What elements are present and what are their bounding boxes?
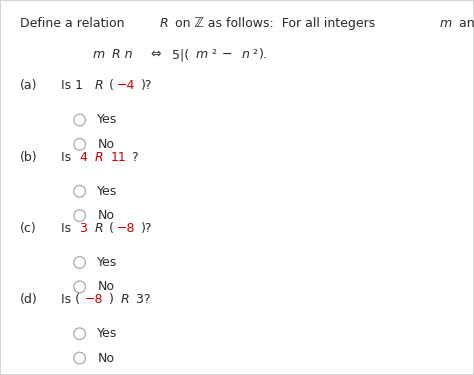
Text: ⇔: ⇔ (150, 48, 161, 61)
Text: R: R (94, 150, 103, 164)
Text: R: R (94, 79, 103, 92)
Text: −: − (218, 48, 237, 61)
Text: (: ( (105, 79, 114, 92)
Text: 5|(: 5|( (164, 48, 189, 61)
Text: Is: Is (61, 150, 75, 164)
Text: Is (: Is ( (61, 293, 80, 306)
Text: R n: R n (108, 48, 141, 61)
Text: No: No (97, 138, 114, 151)
Text: m: m (196, 48, 208, 61)
Text: −8: −8 (117, 222, 135, 235)
Text: )?: )? (140, 79, 152, 92)
Text: R: R (120, 293, 129, 306)
Text: ²: ² (211, 48, 217, 61)
Text: and: and (456, 17, 474, 30)
Text: n: n (242, 48, 250, 61)
Text: 11: 11 (110, 150, 126, 164)
Text: No: No (97, 352, 114, 364)
Text: m: m (440, 17, 452, 30)
Text: (: ( (105, 222, 114, 235)
Text: )?: )? (141, 222, 152, 235)
Text: 3: 3 (79, 222, 87, 235)
Text: ).: ). (258, 48, 267, 61)
Text: Is 1: Is 1 (61, 79, 87, 92)
Text: 4: 4 (79, 150, 87, 164)
Text: (a): (a) (20, 79, 37, 92)
Text: Define a relation: Define a relation (20, 17, 128, 30)
Text: (b): (b) (20, 150, 37, 164)
Text: Yes: Yes (97, 327, 118, 340)
Text: −4: −4 (117, 79, 135, 92)
Text: Yes: Yes (97, 256, 118, 269)
Text: Yes: Yes (97, 114, 118, 126)
Text: ²: ² (252, 48, 257, 61)
Text: on ℤ as follows:  For all integers: on ℤ as follows: For all integers (171, 17, 379, 30)
Text: R: R (160, 17, 169, 30)
Text: (d): (d) (20, 293, 37, 306)
Text: (c): (c) (20, 222, 36, 235)
Text: Is: Is (61, 222, 75, 235)
Text: No: No (97, 280, 114, 293)
Text: −8: −8 (85, 293, 104, 306)
Text: R: R (94, 222, 103, 235)
Text: ): ) (109, 293, 118, 306)
Text: m: m (92, 48, 105, 61)
Text: Yes: Yes (97, 185, 118, 198)
Text: No: No (97, 209, 114, 222)
Text: ?: ? (131, 150, 137, 164)
Text: 3?: 3? (132, 293, 150, 306)
